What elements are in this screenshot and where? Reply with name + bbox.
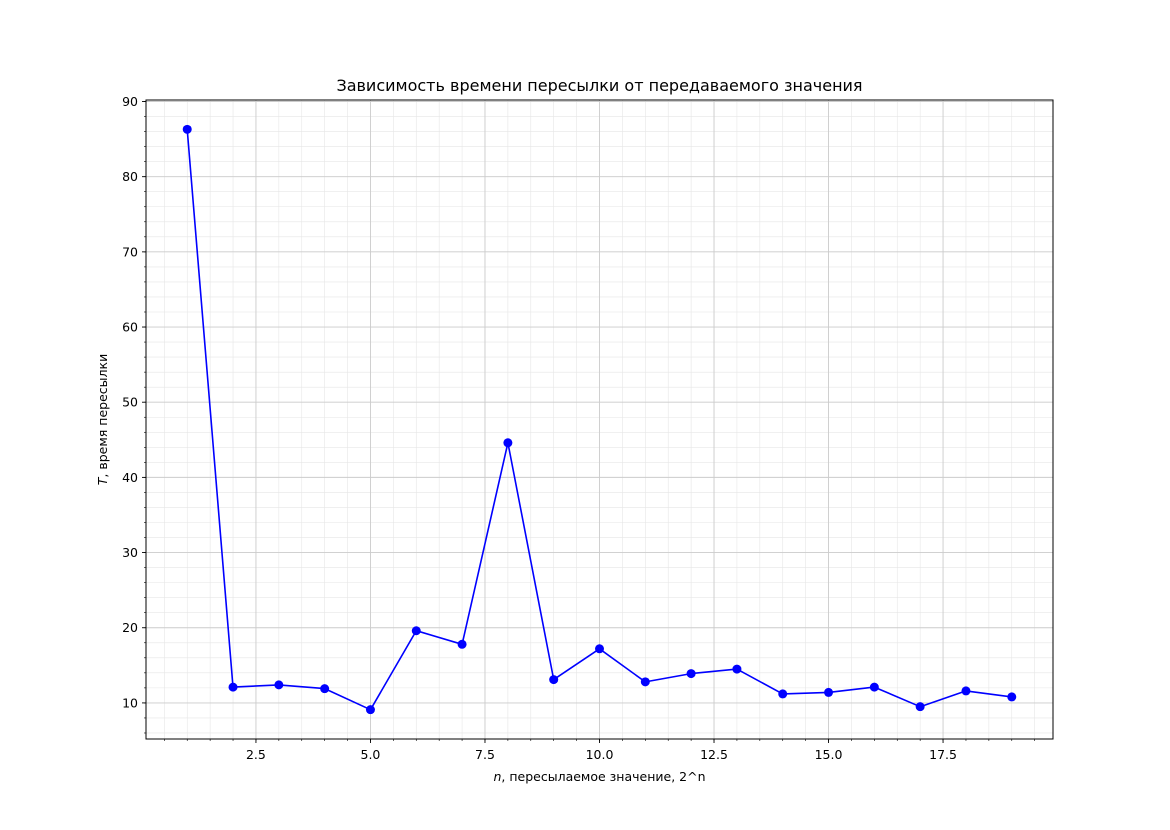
data-point [182, 124, 192, 134]
y-tick-label: 70 [122, 244, 138, 259]
y-tick-label: 10 [122, 695, 138, 710]
data-point [503, 438, 513, 448]
data-point [961, 686, 971, 696]
x-tick-label: 7.5 [475, 747, 495, 762]
data-point [365, 705, 375, 715]
y-tick-label: 20 [122, 620, 138, 635]
y-axis-label: T, время пересылки [95, 354, 110, 485]
x-axis-label-rest: , пересылаемое значение, 2^n [501, 769, 705, 784]
data-point [595, 644, 604, 654]
y-axis-label-var: T [95, 476, 110, 485]
y-tick-label: 40 [122, 470, 138, 485]
data-point [274, 680, 284, 690]
data-point [320, 684, 330, 694]
x-axis-label: n, пересылаемое значение, 2^n [493, 769, 705, 784]
data-point [915, 702, 925, 712]
y-axis-label-rest: , время пересылки [95, 354, 110, 478]
data-point [686, 669, 696, 679]
major-grid [146, 100, 1053, 739]
y-tick-label: 30 [122, 545, 138, 560]
axis-ticks [142, 101, 1035, 743]
data-point [411, 626, 421, 636]
x-tick-label: 10.0 [586, 747, 614, 762]
data-point [824, 687, 834, 697]
x-tick-label: 17.5 [929, 747, 957, 762]
series-layer [182, 124, 1017, 715]
data-point [1007, 692, 1017, 702]
y-tick-label: 60 [122, 320, 138, 335]
data-point [778, 689, 788, 699]
data-point [457, 639, 467, 649]
data-point [732, 664, 742, 674]
chart-title: Зависимость времени пересылки от передав… [336, 76, 862, 95]
x-tick-label: 12.5 [700, 747, 728, 762]
data-point [228, 682, 238, 692]
y-tick-label: 90 [122, 94, 138, 109]
tick-labels: 2.5 5.0 7.5 10.0 12.5 15.0 17.5 10 20 30 40 50 60 70 8… [122, 94, 957, 762]
x-tick-label: 5.0 [361, 747, 381, 762]
x-axis-label-var: n [493, 769, 501, 784]
x-tick-label: 2.5 [246, 747, 266, 762]
data-point [640, 677, 650, 687]
x-tick-label: 15.0 [815, 747, 843, 762]
y-tick-label: 80 [122, 169, 138, 184]
data-point [549, 675, 559, 685]
data-point [869, 682, 879, 692]
y-tick-label: 50 [122, 395, 138, 410]
